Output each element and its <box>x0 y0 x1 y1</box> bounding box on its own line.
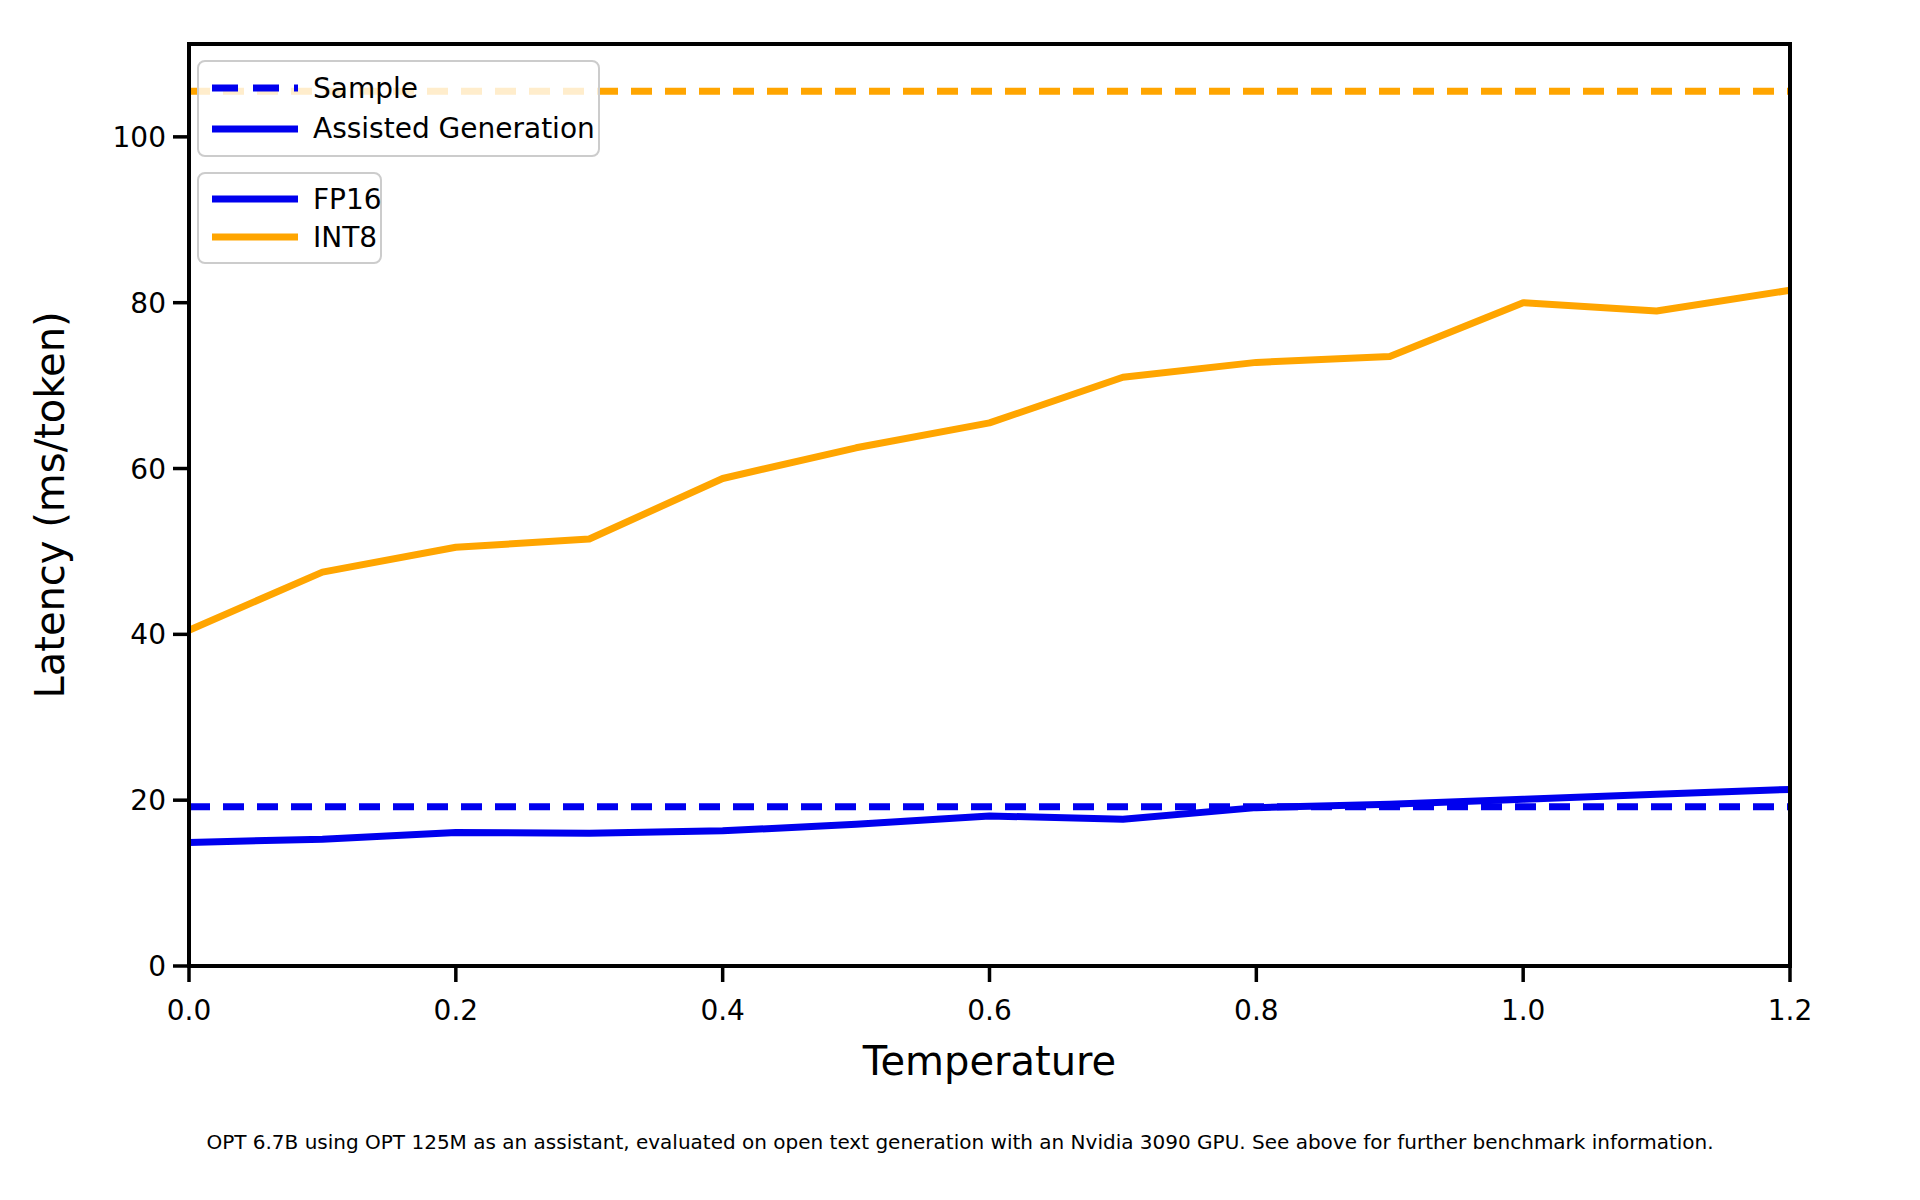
legend-label-sample: Sample <box>313 72 418 105</box>
fp16-line-swatch <box>211 194 299 204</box>
x-tick-label: 1.0 <box>1501 994 1546 1027</box>
y-tick-label: 40 <box>130 618 166 651</box>
x-tick-label: 1.2 <box>1768 994 1813 1027</box>
figure: 0.0 0.2 0.4 0.6 0.8 1.0 1.2 0 20 40 60 80 100 Tempera… <box>0 0 1920 1200</box>
legend-precision: FP16 INT8 <box>197 172 382 264</box>
legend-item-int8: INT8 <box>211 221 370 254</box>
y-tick-label: 0 <box>148 950 166 983</box>
x-tick-label: 0.2 <box>434 994 479 1027</box>
plot-border <box>189 44 1790 966</box>
figure-caption: OPT 6.7B using OPT 125M as an assistant,… <box>0 1130 1920 1154</box>
assisted-generation-solid-line-swatch <box>211 124 299 134</box>
x-tick-label: 0.4 <box>700 994 745 1027</box>
legend-label-assisted-generation: Assisted Generation <box>313 112 595 145</box>
legend-label-fp16: FP16 <box>313 183 382 216</box>
x-axis-label: Temperature <box>862 1038 1116 1084</box>
y-tick-label: 20 <box>130 784 166 817</box>
int8-line-swatch <box>211 232 299 242</box>
legend-item-sample: Sample <box>211 72 588 105</box>
series-fp16-assisted-generation <box>189 789 1790 842</box>
y-axis-label: Latency (ms/token) <box>27 311 73 698</box>
x-tick-label: 0.6 <box>967 994 1012 1027</box>
legend-item-assisted-generation: Assisted Generation <box>211 112 588 145</box>
y-tick-label: 80 <box>130 287 166 320</box>
legend-item-fp16: FP16 <box>211 183 370 216</box>
legend-line-style: Sample Assisted Generation <box>197 60 600 157</box>
y-tick-label: 60 <box>130 453 166 486</box>
x-tick-label: 0.0 <box>167 994 212 1027</box>
series-int8-assisted-generation <box>189 290 1790 630</box>
y-tick-label: 100 <box>113 121 166 154</box>
x-tick-label: 0.8 <box>1234 994 1279 1027</box>
sample-dashed-line-swatch <box>211 83 299 93</box>
legend-label-int8: INT8 <box>313 221 377 254</box>
